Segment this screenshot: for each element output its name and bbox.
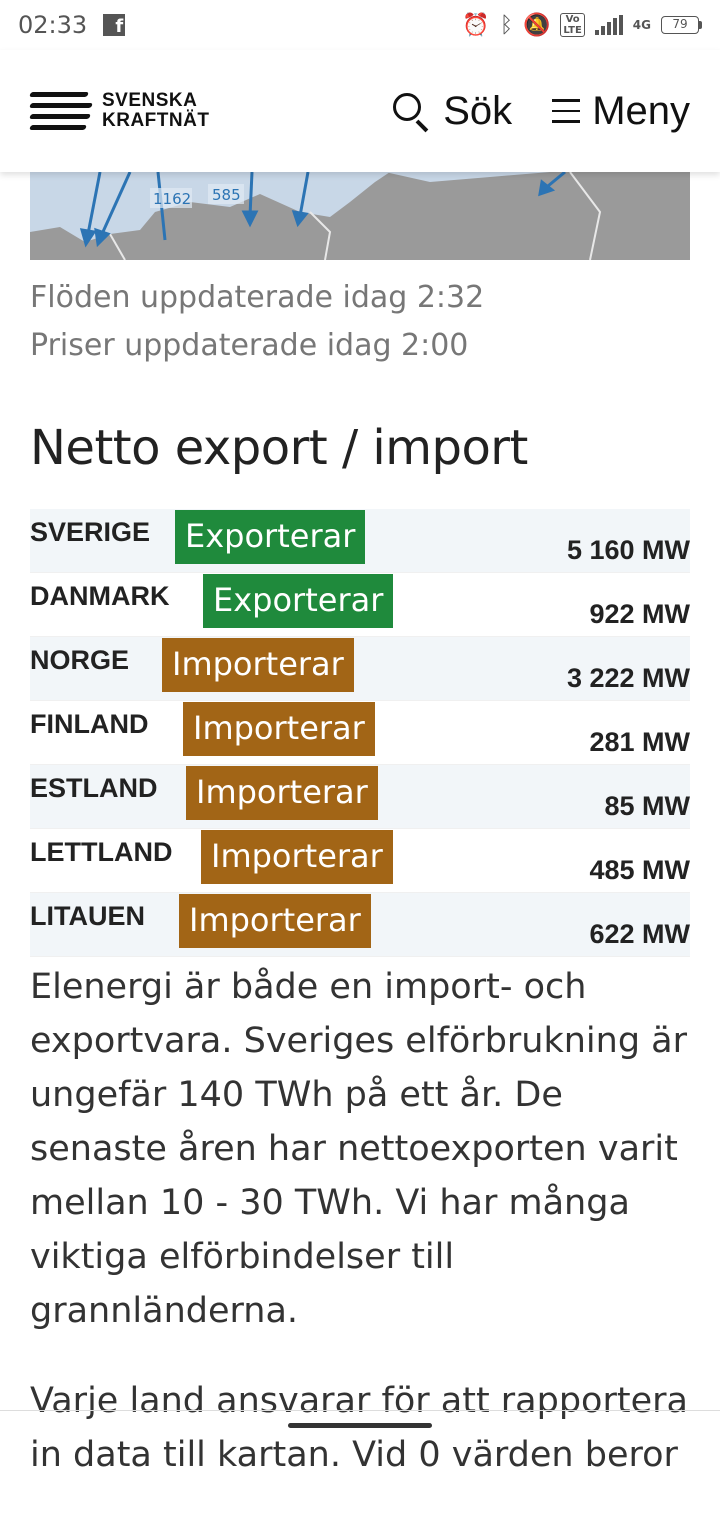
status-badge: Importerar bbox=[201, 830, 393, 884]
country-name: LITAUEN bbox=[30, 901, 145, 931]
power-flow-map[interactable]: 1162 585 bbox=[30, 172, 690, 260]
flow-value: 281 MW bbox=[589, 727, 690, 757]
status-icons: ⏰ ᛒ 🔕 Vo LTE 4G 79 bbox=[462, 13, 702, 38]
flow-value: 622 MW bbox=[589, 919, 690, 949]
map-graphic: 1162 585 bbox=[30, 172, 690, 260]
table-row: FINLAND Importerar 281 MW bbox=[30, 701, 690, 765]
status-badge: Importerar bbox=[186, 766, 378, 820]
map-flow-label: 585 bbox=[212, 186, 241, 204]
net-flow-table: SVERIGE Exporterar 5 160 MW DANMARK Expo… bbox=[30, 509, 690, 957]
prices-updated-text: Priser uppdaterade idag 2:00 bbox=[30, 328, 469, 363]
country-name: NORGE bbox=[30, 645, 130, 675]
bluetooth-icon: ᛒ bbox=[499, 12, 514, 38]
status-badge: Exporterar bbox=[175, 510, 366, 564]
flows-updated-text: Flöden uppdaterade idag 2:32 bbox=[30, 280, 485, 315]
alarm-icon: ⏰ bbox=[462, 12, 490, 38]
bell-off-icon: 🔕 bbox=[523, 12, 551, 38]
country-name: ESTLAND bbox=[30, 773, 158, 803]
menu-button[interactable]: Meny bbox=[552, 89, 690, 134]
logo-mark-icon bbox=[29, 92, 93, 130]
home-indicator[interactable] bbox=[288, 1423, 432, 1428]
update-info: Flöden uppdaterade idag 2:32 Priser uppd… bbox=[30, 274, 484, 370]
table-row: SVERIGE Exporterar 5 160 MW bbox=[30, 509, 690, 573]
nav-divider bbox=[0, 1410, 720, 1411]
network-type: 4G bbox=[632, 18, 651, 32]
country-name: FINLAND bbox=[30, 709, 149, 739]
status-badge: Importerar bbox=[183, 702, 375, 756]
menu-label: Meny bbox=[592, 88, 690, 133]
search-icon bbox=[391, 91, 431, 133]
country-name: SVERIGE bbox=[30, 517, 151, 547]
search-label: Sök bbox=[443, 88, 513, 133]
signal-icon bbox=[594, 15, 623, 35]
flow-value: 85 MW bbox=[604, 791, 690, 821]
status-time: 02:33 bbox=[18, 11, 88, 39]
flow-value: 5 160 MW bbox=[566, 535, 690, 565]
article-body: Elenergi är både en import- och exportva… bbox=[30, 960, 690, 1518]
site-header: SVENSKA KRAFTNÄT Sök Meny bbox=[0, 50, 720, 172]
flow-value: 485 MW bbox=[589, 855, 690, 885]
country-name: DANMARK bbox=[30, 581, 170, 611]
flow-value: 922 MW bbox=[589, 599, 690, 629]
table-row: LETTLAND Importerar 485 MW bbox=[30, 829, 690, 893]
body-paragraph: Elenergi är både en import- och exportva… bbox=[30, 967, 688, 1331]
status-badge: Importerar bbox=[179, 894, 371, 948]
svenska-kraftnat-logo[interactable]: SVENSKA KRAFTNÄT bbox=[29, 90, 210, 131]
map-flow-label: 1162 bbox=[153, 190, 191, 208]
section-title: Netto export / import bbox=[30, 420, 528, 476]
hamburger-icon bbox=[552, 99, 581, 123]
status-badge: Exporterar bbox=[203, 574, 394, 628]
battery-icon: 79 bbox=[661, 16, 702, 34]
battery-level: 79 bbox=[661, 16, 699, 34]
facebook-notification-icon: f bbox=[103, 14, 126, 36]
flow-value: 3 222 MW bbox=[566, 663, 690, 693]
table-row: ESTLAND Importerar 85 MW bbox=[30, 765, 690, 829]
logo-line2: KRAFTNÄT bbox=[102, 110, 210, 131]
table-row: NORGE Importerar 3 222 MW bbox=[30, 637, 690, 701]
logo-line1: SVENSKA bbox=[102, 90, 198, 111]
header-actions: Sök Meny bbox=[391, 89, 690, 134]
body-paragraph: Varje land ansvarar för att rapportera i… bbox=[30, 1381, 688, 1475]
status-bar: 02:33 f ⏰ ᛒ 🔕 Vo LTE 4G 79 bbox=[0, 0, 720, 50]
table-row: LITAUEN Importerar 622 MW bbox=[30, 893, 690, 957]
volte-icon: Vo LTE bbox=[560, 13, 585, 37]
status-badge: Importerar bbox=[162, 638, 354, 692]
country-name: LETTLAND bbox=[30, 837, 173, 867]
table-row: DANMARK Exporterar 922 MW bbox=[30, 573, 690, 637]
search-button[interactable]: Sök bbox=[391, 89, 512, 134]
